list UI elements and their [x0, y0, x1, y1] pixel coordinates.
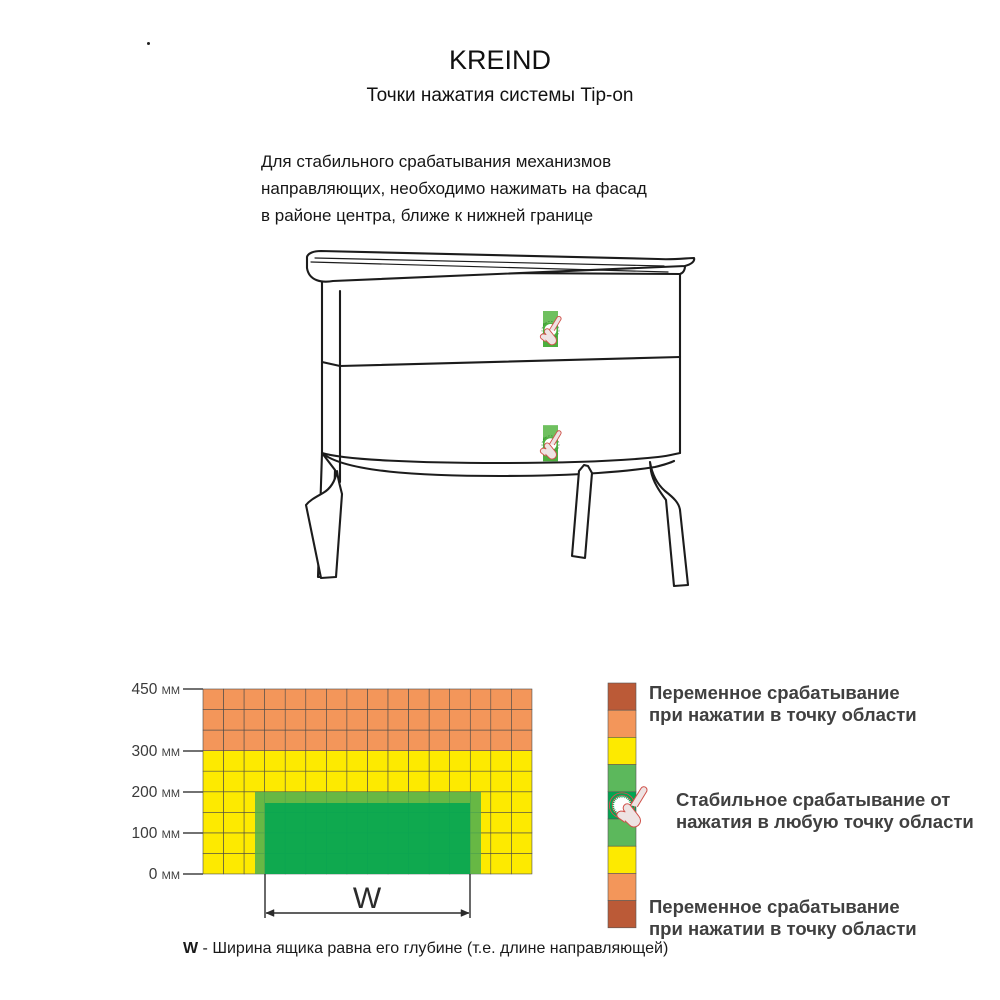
svg-text:450 ММ: 450 ММ — [132, 681, 181, 698]
svg-text:300 ММ: 300 ММ — [132, 743, 181, 760]
svg-text:Стабильное срабатывание от: Стабильное срабатывание от — [676, 789, 950, 810]
svg-text:100 ММ: 100 ММ — [132, 825, 181, 842]
svg-text:W - Ширина ящика равна его глу: W - Ширина ящика равна его глубине (т.е.… — [183, 940, 668, 957]
svg-text:W: W — [353, 882, 382, 915]
svg-text:при нажатии в точку области: при нажатии в точку области — [649, 704, 917, 725]
svg-text:200 ММ: 200 ММ — [132, 784, 181, 801]
svg-text:нажатия в любую точку области: нажатия в любую точку области — [676, 811, 974, 832]
svg-text:Переменное срабатывание: Переменное срабатывание — [649, 896, 900, 917]
svg-text:Переменное срабатывание: Переменное срабатывание — [649, 682, 900, 703]
svg-text:0 ММ: 0 ММ — [149, 866, 180, 883]
svg-text:при нажатии в точку области: при нажатии в точку области — [649, 918, 917, 939]
